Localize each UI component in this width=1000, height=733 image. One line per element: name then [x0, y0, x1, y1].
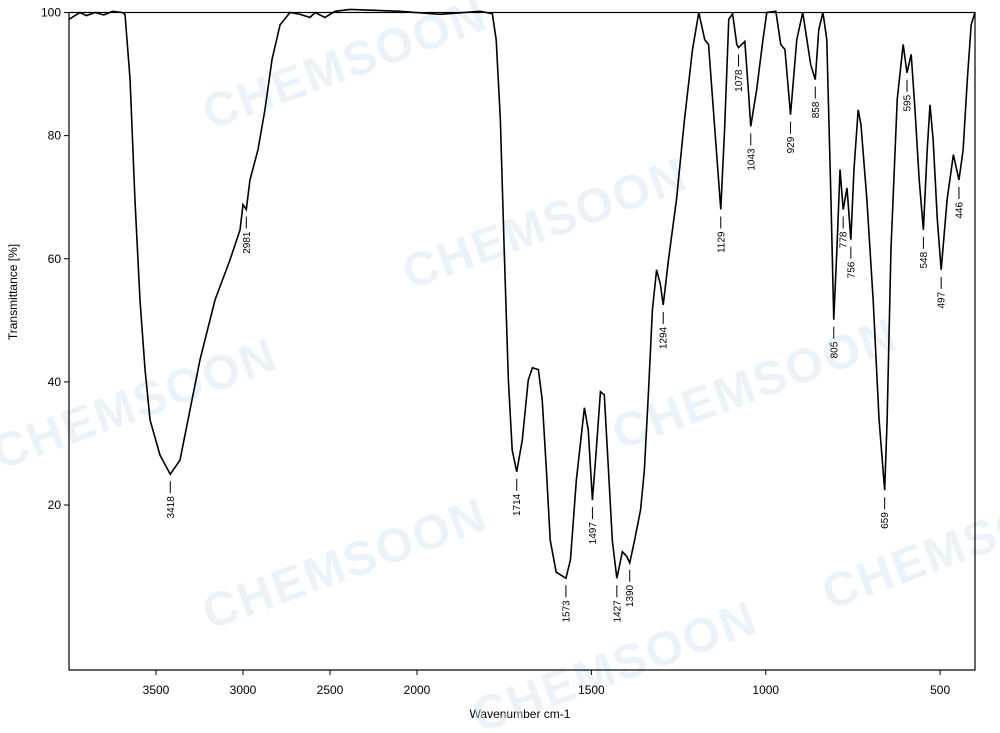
- peak-label: 595: [902, 94, 913, 111]
- peak-label: 1294: [659, 326, 670, 349]
- peak-label: 497: [937, 291, 948, 308]
- y-tick-label: 40: [48, 375, 62, 389]
- peak-label: 548: [919, 251, 930, 268]
- peak-label: 756: [846, 261, 857, 278]
- peak-label: 1078: [734, 69, 745, 92]
- plot-frame: [68, 11, 976, 671]
- watermark: CHEMSOON: [196, 0, 495, 140]
- y-tick-label: 80: [48, 129, 62, 143]
- peak-label: 1427: [612, 600, 623, 623]
- watermark: CHEMSOON: [396, 148, 695, 300]
- peak-label: 1129: [716, 231, 727, 253]
- peak-label: 1043: [746, 148, 757, 171]
- x-tick-label: 2500: [317, 683, 344, 697]
- x-tick-label: 500: [930, 683, 950, 697]
- watermark: CHEMSOON: [0, 328, 284, 480]
- y-tick-label: 20: [48, 498, 62, 512]
- peak-label: 805: [829, 341, 840, 358]
- x-tick-label: 1500: [578, 683, 605, 697]
- peak-label: 778: [839, 231, 850, 248]
- peak-label: 929: [786, 136, 797, 153]
- watermark: CHEMSOON: [816, 468, 1000, 620]
- peak-label: 1573: [561, 600, 572, 623]
- peak-label: 2981: [242, 231, 253, 254]
- x-axis-label: Wavenumber cm-1: [470, 707, 571, 721]
- x-tick-label: 2000: [404, 683, 431, 697]
- peak-label: 659: [880, 512, 891, 529]
- peak-label: 3418: [166, 496, 177, 519]
- x-tick-label: 3000: [230, 683, 257, 697]
- watermark: CHEMSOON: [196, 488, 495, 640]
- peak-label: 858: [811, 101, 822, 118]
- watermark: CHEMSOON: [606, 308, 905, 460]
- peak-label: 1390: [625, 584, 636, 607]
- peak-label: 1497: [588, 522, 599, 545]
- y-axis-label: Transmittance [%]: [6, 244, 20, 340]
- x-tick-label: 3500: [143, 683, 170, 697]
- peak-label: 1714: [512, 493, 523, 516]
- x-tick-label: 1000: [752, 683, 779, 697]
- y-tick-label: 60: [48, 252, 62, 266]
- peak-label: 446: [954, 202, 965, 219]
- spectrum-line: [68, 8, 976, 580]
- y-tick-label: 100: [41, 6, 61, 20]
